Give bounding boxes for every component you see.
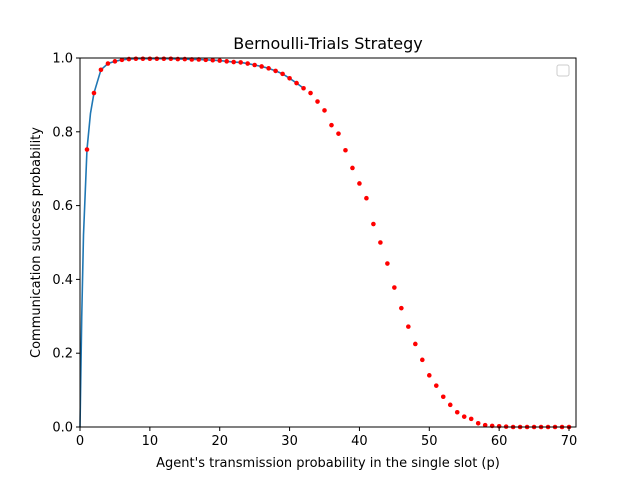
data-point <box>336 131 341 136</box>
data-point <box>378 240 383 245</box>
data-point <box>280 71 285 77</box>
x-tick-label: 40 <box>351 434 368 449</box>
x-tick-label: 10 <box>142 434 159 449</box>
data-point <box>182 56 188 62</box>
data-point <box>392 285 397 290</box>
series-layer <box>79 56 572 430</box>
data-point <box>84 147 90 152</box>
data-point <box>489 423 495 429</box>
data-point <box>385 261 390 266</box>
x-tick-label: 70 <box>561 434 578 449</box>
data-point <box>468 416 474 422</box>
data-point <box>426 373 432 378</box>
legend-box <box>556 64 570 77</box>
data-point <box>294 80 299 86</box>
data-point <box>343 147 348 153</box>
data-point <box>475 421 481 426</box>
y-axis-label: Communication success probability <box>29 127 44 358</box>
data-point <box>168 56 174 62</box>
data-point <box>203 57 209 63</box>
y-tick-label: 0.2 <box>52 347 73 362</box>
data-point <box>147 56 153 62</box>
data-point <box>210 57 216 63</box>
data-point <box>482 422 488 428</box>
x-tick-label: 20 <box>211 434 228 449</box>
y-tick-label: 0.0 <box>52 421 73 436</box>
data-point <box>287 75 292 81</box>
data-point <box>175 56 181 62</box>
data-point <box>231 59 236 65</box>
data-point <box>245 61 250 66</box>
data-point <box>406 324 411 329</box>
x-axis: 0 10 20 30 40 50 60 70 <box>76 427 577 449</box>
data-point <box>399 305 404 311</box>
data-point <box>308 90 313 96</box>
axes-frame <box>79 57 577 428</box>
data-point <box>154 56 160 62</box>
data-point <box>273 68 278 74</box>
data-point <box>91 90 97 96</box>
data-point <box>301 85 306 91</box>
y-tick-label: 0.6 <box>52 199 73 214</box>
data-point <box>350 165 355 171</box>
y-tick-label: 0.8 <box>52 125 73 140</box>
data-point <box>364 195 369 201</box>
data-point <box>420 357 425 363</box>
data-point <box>413 341 418 347</box>
data-point <box>112 59 118 64</box>
x-tick-label: 60 <box>491 434 508 449</box>
data-point <box>161 56 167 62</box>
data-point <box>454 409 460 415</box>
data-point <box>119 57 125 63</box>
x-tick-label: 30 <box>281 434 298 449</box>
data-point <box>133 56 139 62</box>
data-point <box>98 67 104 73</box>
data-point <box>217 58 223 63</box>
x-tick-label: 50 <box>421 434 438 449</box>
data-point <box>461 414 467 419</box>
y-tick-label: 0.4 <box>52 273 73 288</box>
data-point <box>329 122 334 128</box>
data-point <box>433 383 439 388</box>
y-tick-label: 1.0 <box>52 52 73 67</box>
data-point <box>357 181 362 186</box>
data-point <box>322 108 327 113</box>
y-axis: 0.0 0.2 0.4 0.6 0.8 1.0 <box>52 52 80 436</box>
data-point <box>371 221 376 227</box>
data-point <box>266 66 271 71</box>
data-point <box>224 59 230 64</box>
data-point <box>440 394 446 400</box>
data-point <box>126 56 132 62</box>
data-point <box>105 61 111 66</box>
data-point <box>259 64 264 69</box>
x-tick-label: 0 <box>76 434 84 449</box>
data-point <box>447 402 453 408</box>
data-point <box>315 99 320 104</box>
data-point <box>140 56 146 62</box>
chart-title: Bernoulli-Trials Strategy <box>233 34 423 53</box>
x-axis-label: Agent's transmission probability in the … <box>156 456 500 471</box>
data-point <box>238 60 243 65</box>
data-point <box>252 62 257 68</box>
